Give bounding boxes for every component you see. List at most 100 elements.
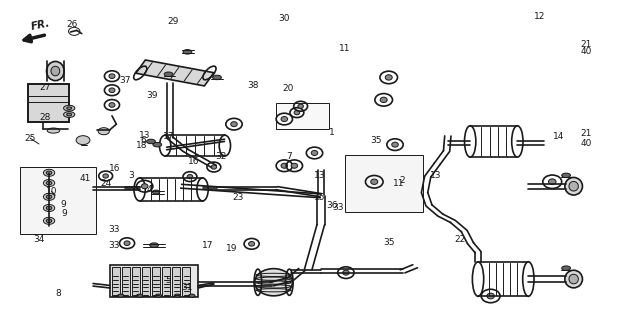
- Ellipse shape: [291, 163, 298, 168]
- Text: 6: 6: [140, 136, 147, 145]
- Ellipse shape: [43, 217, 55, 224]
- Ellipse shape: [46, 171, 52, 175]
- Text: 4: 4: [147, 185, 152, 194]
- Bar: [172, 267, 180, 296]
- Ellipse shape: [487, 293, 494, 299]
- Text: 11: 11: [393, 179, 404, 188]
- Ellipse shape: [64, 105, 75, 111]
- Ellipse shape: [370, 179, 378, 184]
- Bar: [112, 267, 120, 296]
- Bar: [152, 267, 160, 296]
- Bar: [182, 267, 190, 296]
- Text: 29: 29: [167, 17, 179, 26]
- Text: 27: 27: [40, 83, 51, 92]
- Text: 35: 35: [383, 238, 394, 247]
- Ellipse shape: [152, 190, 160, 194]
- Ellipse shape: [46, 195, 52, 198]
- Ellipse shape: [213, 75, 221, 80]
- Ellipse shape: [109, 88, 115, 92]
- Ellipse shape: [150, 243, 159, 247]
- Ellipse shape: [155, 294, 162, 297]
- Polygon shape: [136, 60, 214, 86]
- Text: 13: 13: [314, 171, 325, 180]
- Text: 13: 13: [430, 171, 441, 180]
- Ellipse shape: [76, 136, 90, 145]
- Ellipse shape: [380, 97, 387, 102]
- Text: 28: 28: [40, 113, 51, 122]
- Bar: [276, 103, 329, 129]
- Ellipse shape: [189, 294, 195, 297]
- Bar: [122, 267, 130, 296]
- Text: 17: 17: [163, 132, 174, 141]
- Text: 40: 40: [581, 47, 592, 56]
- Text: 20: 20: [282, 84, 294, 93]
- Text: 19: 19: [226, 244, 237, 253]
- Ellipse shape: [174, 294, 181, 297]
- Ellipse shape: [281, 163, 287, 168]
- Text: 18: 18: [136, 141, 148, 150]
- Ellipse shape: [187, 174, 192, 179]
- Text: 15: 15: [314, 193, 325, 202]
- Text: 39: 39: [147, 91, 158, 100]
- Text: 12: 12: [534, 12, 545, 21]
- Ellipse shape: [147, 139, 155, 144]
- Text: 1: 1: [329, 128, 335, 137]
- Ellipse shape: [385, 75, 392, 80]
- Text: 25: 25: [25, 134, 36, 143]
- Text: 23: 23: [232, 193, 243, 202]
- Text: 16: 16: [188, 157, 199, 166]
- Bar: [345, 155, 423, 212]
- Text: 7: 7: [286, 152, 292, 161]
- Ellipse shape: [67, 107, 72, 109]
- Text: 32: 32: [216, 152, 227, 161]
- Ellipse shape: [46, 181, 52, 185]
- Text: 14: 14: [553, 132, 564, 141]
- Ellipse shape: [142, 184, 148, 189]
- Text: 3: 3: [128, 171, 134, 180]
- Text: 21: 21: [581, 40, 592, 49]
- Text: 11: 11: [339, 44, 350, 53]
- Bar: [28, 84, 69, 122]
- Ellipse shape: [51, 66, 60, 76]
- Text: 41: 41: [79, 174, 91, 183]
- Ellipse shape: [548, 179, 556, 185]
- Ellipse shape: [124, 241, 130, 245]
- Ellipse shape: [248, 242, 255, 246]
- Text: FR.: FR.: [30, 18, 52, 32]
- Text: 36: 36: [326, 201, 338, 210]
- Ellipse shape: [164, 72, 173, 76]
- Ellipse shape: [43, 180, 55, 187]
- Text: 9: 9: [61, 209, 67, 218]
- Ellipse shape: [109, 103, 115, 107]
- Bar: [28, 84, 69, 122]
- Bar: [142, 267, 150, 296]
- Ellipse shape: [294, 110, 299, 115]
- Ellipse shape: [281, 116, 287, 122]
- Ellipse shape: [103, 174, 108, 178]
- Ellipse shape: [64, 112, 75, 117]
- Ellipse shape: [298, 104, 303, 108]
- Text: 26: 26: [67, 20, 78, 29]
- Ellipse shape: [211, 165, 216, 169]
- Text: 8: 8: [55, 289, 61, 298]
- Ellipse shape: [255, 269, 292, 296]
- Text: 22: 22: [455, 235, 466, 244]
- Bar: [20, 167, 96, 234]
- Ellipse shape: [562, 266, 571, 270]
- Bar: [110, 265, 198, 297]
- Text: 38: 38: [247, 81, 259, 90]
- Ellipse shape: [109, 74, 115, 78]
- Text: 30: 30: [279, 14, 290, 23]
- Ellipse shape: [565, 177, 582, 195]
- Bar: [132, 267, 140, 296]
- Ellipse shape: [46, 206, 52, 210]
- Text: 9: 9: [60, 200, 66, 209]
- Ellipse shape: [565, 270, 582, 288]
- Ellipse shape: [343, 270, 349, 275]
- Ellipse shape: [43, 204, 55, 212]
- Ellipse shape: [136, 294, 143, 297]
- Text: 33: 33: [333, 203, 344, 212]
- Text: 2: 2: [400, 176, 405, 185]
- Text: 17: 17: [202, 241, 213, 250]
- Text: 35: 35: [370, 136, 382, 145]
